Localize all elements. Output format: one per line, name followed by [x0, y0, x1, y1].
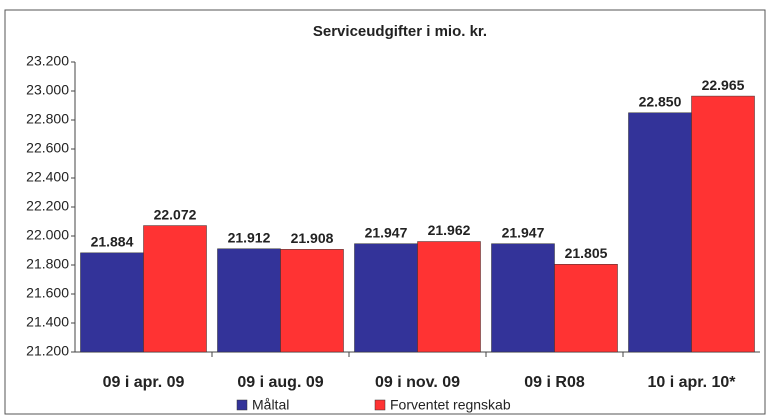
y-tick-label: 21.800 [26, 256, 69, 272]
legend-label: Forventet regnskab [390, 397, 511, 413]
value-label: 22.965 [702, 77, 745, 93]
bar [280, 249, 344, 353]
y-tick-label: 22.000 [26, 227, 69, 243]
value-label: 21.962 [428, 222, 471, 238]
value-label: 21.912 [228, 229, 271, 245]
y-tick-label: 21.400 [26, 314, 69, 330]
bar [217, 248, 281, 353]
y-tick-label: 23.000 [26, 82, 69, 98]
bar [628, 112, 692, 353]
bar [417, 241, 481, 353]
bar [491, 243, 555, 353]
y-tick-label: 22.200 [26, 198, 69, 214]
bar [691, 95, 755, 353]
value-label: 22.850 [639, 93, 682, 109]
x-tick-label: 09 i aug. 09 [237, 374, 323, 391]
y-tick-label: 21.600 [26, 285, 69, 301]
chart-title: Serviceudgifter i mio. kr. [313, 23, 487, 40]
bar [554, 264, 618, 353]
value-label: 22.072 [154, 206, 197, 222]
y-tick-label: 23.200 [26, 53, 69, 69]
value-label: 21.884 [91, 234, 134, 250]
y-tick-label: 22.800 [26, 111, 69, 127]
value-label: 21.947 [502, 224, 545, 240]
y-tick-label: 21.200 [26, 343, 69, 359]
legend-swatch [374, 399, 386, 411]
y-tick-label: 22.400 [26, 169, 69, 185]
bar [80, 252, 144, 353]
legend-swatch [236, 399, 248, 411]
legend-label: Måltal [252, 397, 289, 413]
y-tick-label: 22.600 [26, 140, 69, 156]
x-tick-label: 09 i R08 [524, 374, 585, 391]
value-label: 21.805 [565, 245, 608, 261]
bar [354, 243, 418, 353]
bar [143, 225, 207, 353]
value-label: 21.947 [365, 224, 408, 240]
x-tick-label: 09 i nov. 09 [375, 374, 460, 391]
x-tick-label: 09 i apr. 09 [103, 374, 185, 391]
x-tick-label: 10 i apr. 10* [647, 374, 736, 391]
value-label: 21.908 [291, 230, 334, 246]
